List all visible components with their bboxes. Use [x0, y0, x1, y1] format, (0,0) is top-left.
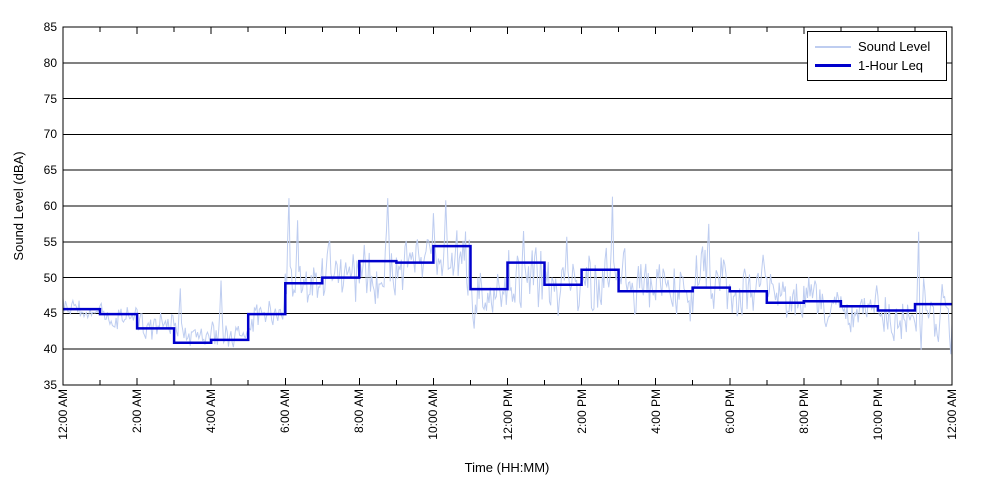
legend-item-leq: 1-Hour Leq: [815, 56, 939, 75]
x-tick-label: 4:00 AM: [204, 389, 219, 434]
legend-line-sample-sound-level: [815, 45, 851, 48]
y-tick-label: 60: [43, 199, 57, 213]
y-tick-label: 40: [43, 342, 57, 357]
y-tick-label: 65: [43, 163, 57, 178]
x-tick-label: 2:00 PM: [574, 389, 589, 434]
leq-line-icon: [815, 64, 851, 67]
x-tick-label: 12:00 AM: [945, 389, 959, 440]
y-tick-label: 80: [43, 55, 57, 70]
x-tick-label: 10:00 AM: [426, 389, 441, 440]
x-tick-label: 8:00 AM: [352, 389, 367, 434]
y-tick-label: 75: [43, 91, 57, 106]
x-tick-label: 12:00 AM: [56, 389, 70, 440]
x-tick-label: 6:00 AM: [278, 389, 293, 434]
x-tick-label: 8:00 PM: [796, 389, 811, 434]
plot-border: [62, 26, 953, 386]
y-tick-label: 50: [43, 270, 57, 285]
y-tick-label: 85: [43, 20, 57, 34]
legend-label-sound-level: Sound Level: [858, 39, 931, 54]
x-tick-label: 12:00 PM: [500, 389, 515, 441]
legend-item-sound-level: Sound Level: [815, 37, 939, 56]
x-tick-label: 4:00 PM: [648, 389, 663, 434]
sound-level-line-icon: [815, 45, 851, 48]
y-tick-label: 70: [43, 127, 57, 142]
legend: Sound Level 1-Hour Leq: [807, 31, 947, 81]
x-tick-label: 6:00 PM: [722, 389, 737, 434]
x-tick-label: 2:00 AM: [130, 389, 145, 434]
legend-line-sample-leq: [815, 64, 851, 67]
x-axis-title: Time (HH:MM): [464, 460, 550, 475]
y-tick-label: 45: [43, 306, 57, 321]
y-tick-label: 55: [43, 234, 57, 249]
x-tick-label: 10:00 PM: [870, 389, 885, 441]
legend-label-leq: 1-Hour Leq: [858, 58, 924, 73]
y-tick-label: 35: [43, 378, 57, 392]
leq-step-series: [63, 244, 952, 345]
